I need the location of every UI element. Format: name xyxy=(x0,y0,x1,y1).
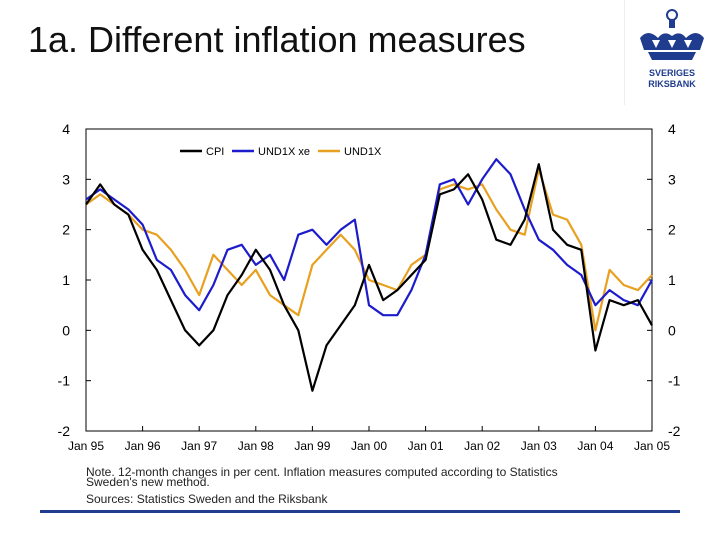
x-tick-label: Jan 98 xyxy=(238,439,274,453)
y-tick-label-left: 1 xyxy=(62,272,70,288)
x-tick-label: Jan 03 xyxy=(521,439,557,453)
right-y-axis: -2 -1 0 1 2 3 4 xyxy=(647,121,681,439)
y-tick-label-left: 2 xyxy=(62,222,70,238)
x-tick-label: Jan 04 xyxy=(577,439,613,453)
riksbank-crest-icon: SVERIGES RIKSBANK xyxy=(623,0,704,105)
y-tick-label-right: 3 xyxy=(668,171,676,187)
x-tick-label: Jan 02 xyxy=(464,439,500,453)
note-text-line2: Sweden's new method. xyxy=(86,475,210,489)
page-title: 1a. Different inflation measures xyxy=(28,19,526,60)
series-line-und1x xyxy=(85,168,653,332)
legend-label: CPI xyxy=(206,146,224,158)
y-tick-label-left: -1 xyxy=(58,373,71,389)
note-text-line1: Note. 12-month changes in per cent. Infl… xyxy=(86,465,558,479)
y-tick-label-left: 4 xyxy=(62,121,70,137)
footer-rule xyxy=(40,510,680,513)
y-tick-label-right: 2 xyxy=(668,222,676,238)
x-tick-label: Jan 97 xyxy=(181,439,217,453)
legend: CPI UND1X xe UND1X xyxy=(180,146,382,158)
x-tick-label: Jan 95 xyxy=(68,439,104,453)
logo-text-2: RIKSBANK xyxy=(648,79,696,89)
legend-label: UND1X xe xyxy=(258,146,310,158)
y-tick-label-right: -2 xyxy=(668,423,681,439)
y-tick-label-left: 3 xyxy=(62,171,70,187)
y-tick-label-left: -2 xyxy=(58,423,71,439)
riksbank-logo: SVERIGES RIKSBANK xyxy=(623,0,720,105)
x-tick-label: Jan 01 xyxy=(408,439,444,453)
x-tick-label: Jan 05 xyxy=(634,439,670,453)
legend-label: UND1X xyxy=(344,146,382,158)
series-lines xyxy=(85,158,653,392)
y-tick-label-right: 1 xyxy=(668,272,676,288)
left-y-axis: -2 -1 0 1 2 3 4 xyxy=(58,121,91,439)
x-tick-label: Jan 99 xyxy=(294,439,330,453)
x-axis: Jan 95 Jan 96 Jan 97 Jan 98 Jan 99 Jan 00 Jan … xyxy=(68,426,670,453)
y-tick-label-right: 0 xyxy=(668,322,676,338)
series-line-und1x-xe xyxy=(85,158,653,317)
x-tick-label: Jan 00 xyxy=(351,439,387,453)
y-tick-label-left: 0 xyxy=(62,322,70,338)
y-tick-label-right: -1 xyxy=(668,373,681,389)
x-tick-label: Jan 96 xyxy=(125,439,161,453)
logo-text-1: SVERIGES xyxy=(649,68,695,78)
sources-text: Sources: Statistics Sweden and the Riksb… xyxy=(86,492,328,506)
y-tick-label-right: 4 xyxy=(668,121,676,137)
series-line-cpi xyxy=(85,163,653,392)
